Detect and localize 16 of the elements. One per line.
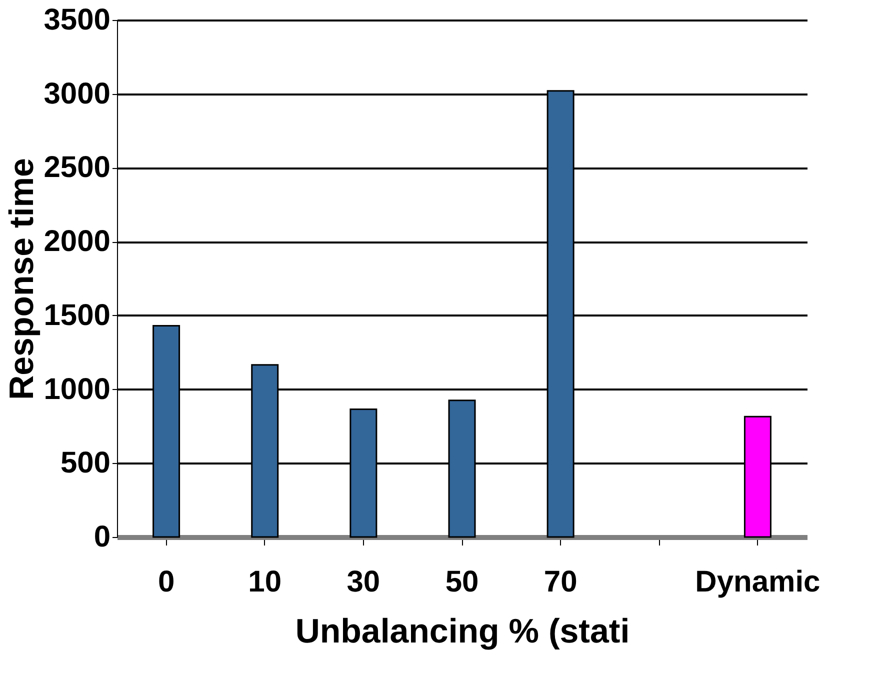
y-tick-label: 1500 — [44, 298, 110, 332]
x-axis-title: Unbalancing % (stati — [295, 612, 630, 650]
x-tick-label: 0 — [158, 566, 175, 598]
y-tick-label: 3000 — [44, 77, 110, 110]
y-tick-label: 0 — [94, 520, 110, 554]
y-tick-label: 500 — [60, 446, 110, 480]
x-tick-label: 50 — [445, 566, 479, 598]
x-tick-label: 10 — [248, 566, 282, 598]
y-tick-label: 3500 — [44, 4, 110, 36]
y-tick-label: 2000 — [44, 225, 110, 258]
y-axis-title: Response time — [2, 158, 41, 400]
y-tick-label: 1000 — [44, 372, 110, 406]
x-tick-label: Dynamic — [695, 566, 820, 598]
x-tick-label: 30 — [346, 566, 380, 598]
x-tick-label: 70 — [544, 566, 578, 598]
y-tick-label: 2500 — [44, 151, 110, 184]
